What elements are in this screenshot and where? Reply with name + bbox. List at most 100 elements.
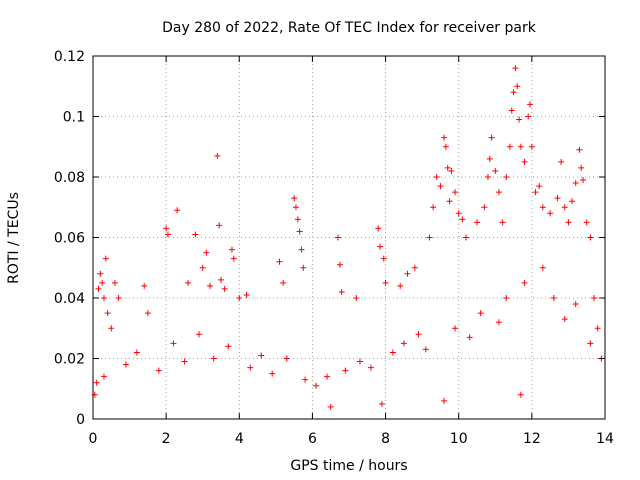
data-point [335, 234, 342, 241]
data-point [528, 143, 535, 150]
x-tick-label: 8 [381, 431, 390, 447]
data-point [203, 249, 210, 256]
data-point [580, 177, 587, 184]
data-point [517, 143, 524, 150]
data-point [280, 279, 287, 286]
data-point [452, 325, 459, 332]
data-point [283, 355, 290, 362]
data-point [141, 282, 148, 289]
data-point [594, 325, 601, 332]
data-point [521, 279, 528, 286]
x-tick-label: 10 [450, 431, 468, 447]
data-point [517, 391, 524, 398]
data-point [466, 334, 473, 341]
data-point [230, 255, 237, 262]
y-tick-label: 0 [76, 412, 85, 428]
y-tick-label: 0.06 [54, 231, 85, 247]
data-point [367, 364, 374, 371]
data-point [503, 174, 510, 180]
data-point [572, 180, 579, 187]
data-point [433, 174, 440, 180]
data-point [514, 83, 521, 90]
data-point [561, 316, 568, 323]
data-point [170, 340, 177, 347]
data-point [115, 295, 122, 301]
data-point [389, 349, 396, 356]
data-point [539, 264, 546, 271]
data-point [300, 264, 307, 271]
y-tick-label: 0.02 [54, 352, 85, 368]
y-tick-label: 0.1 [63, 110, 85, 126]
data-point [532, 189, 539, 196]
y-axis-label: ROTI / TECUs [6, 192, 22, 284]
data-point [221, 285, 228, 292]
data-point [192, 231, 199, 238]
data-point [554, 195, 561, 202]
data-point [196, 331, 203, 338]
data-point [474, 219, 480, 226]
data-point [144, 310, 151, 317]
data-point [561, 204, 568, 211]
data-point [441, 397, 448, 404]
data-point [442, 143, 449, 150]
data-point [380, 255, 387, 262]
data-point [122, 361, 129, 368]
data-point [404, 270, 411, 277]
data-point [181, 358, 188, 365]
data-point [163, 225, 170, 232]
data-point [441, 134, 448, 141]
data-point [382, 279, 389, 286]
data-point [353, 295, 360, 301]
data-points [91, 65, 605, 410]
data-point [269, 370, 276, 377]
data-point [336, 261, 343, 268]
data-point [99, 279, 106, 286]
data-point [525, 113, 532, 120]
data-point [583, 219, 590, 226]
data-point [236, 295, 243, 301]
grid-lines [93, 56, 605, 419]
data-point [378, 400, 385, 407]
data-point [550, 295, 557, 301]
data-point [503, 295, 510, 301]
data-point [100, 295, 107, 301]
data-point [411, 264, 418, 271]
data-point [296, 228, 303, 235]
data-point [133, 349, 140, 356]
data-point [214, 152, 221, 159]
data-point [93, 379, 100, 386]
chart-title: Day 280 of 2022, Rate Of TEC Index for r… [162, 20, 537, 36]
data-point [539, 204, 546, 211]
data-point [324, 373, 331, 380]
data-point [422, 346, 429, 353]
data-point [377, 243, 384, 250]
data-point [100, 373, 107, 380]
data-point [455, 210, 462, 217]
x-tick-label: 6 [308, 431, 317, 447]
data-point [225, 343, 232, 350]
data-point [576, 146, 583, 153]
x-axis-label: GPS time / hours [290, 458, 407, 474]
data-point [164, 231, 171, 238]
data-point [569, 198, 576, 205]
data-point [444, 164, 451, 171]
axis-ticks [92, 55, 606, 420]
x-tick-label: 4 [235, 431, 244, 447]
data-point [338, 288, 345, 295]
data-point [400, 340, 407, 347]
data-point [587, 340, 594, 347]
data-point [448, 167, 455, 174]
data-point [108, 325, 115, 332]
data-point [302, 376, 309, 383]
data-point [463, 234, 470, 241]
data-point [591, 295, 598, 301]
data-point [111, 279, 118, 286]
data-point [430, 204, 437, 211]
y-tick-label: 0.04 [54, 291, 85, 307]
data-point [228, 246, 235, 253]
data-point [486, 155, 493, 162]
data-point [459, 216, 466, 223]
data-point [291, 195, 298, 202]
data-point [210, 355, 217, 362]
